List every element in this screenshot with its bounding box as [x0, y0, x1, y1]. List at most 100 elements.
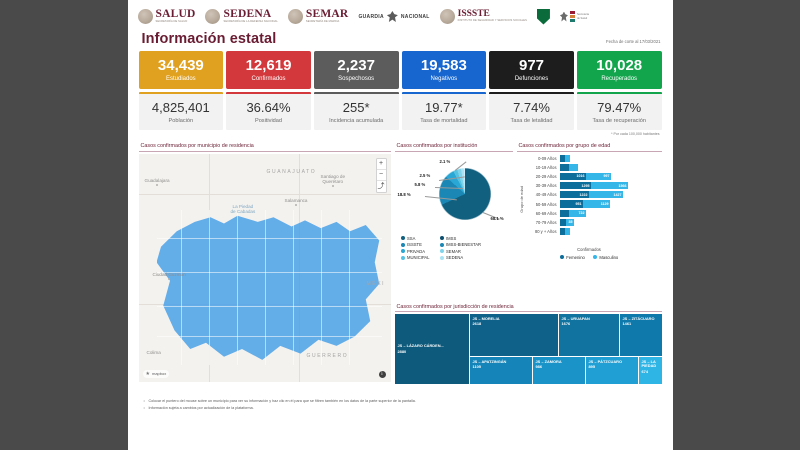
age-category-label: 60-69 Años [535, 210, 557, 216]
legend-item-femenino[interactable]: Femenino [559, 255, 585, 260]
pie-callout: 5.8 % [414, 181, 426, 187]
bar-masculino[interactable]: 35 [565, 218, 574, 226]
mapbox-attribution[interactable]: ★ mapbox [142, 369, 170, 378]
age-bar-chart[interactable]: Grupo de edad 0-09 Años 10-19 Años [517, 154, 662, 266]
kpi-recuperados[interactable]: 10,028 Recuperados [576, 51, 662, 89]
map-label-mexico: MÉXI [366, 280, 386, 287]
treemap-cell-name: JS – LÁZARO CÁRDEN... [397, 343, 444, 349]
treemap-cell-lazaro-cardenas[interactable]: JS – LÁZARO CÁRDEN... 2880 [394, 314, 469, 384]
map-label-ciudad-guzman: Ciudad Guzmán [153, 272, 186, 280]
subkpi-tasa-recuperacion: 79.47% Tasa de recuperación [576, 92, 662, 130]
bar-femenino[interactable]: 951 [559, 200, 583, 208]
age-rows: 0-09 Años 10-19 Años [524, 154, 662, 246]
map-label-guadalajara: Guadalajara [145, 178, 170, 186]
legend-label: Masculino [599, 254, 619, 260]
legend-item-semar[interactable]: SEMAR [439, 249, 482, 254]
age-row[interactable]: 0-09 Años [524, 154, 662, 163]
bar-femenino[interactable] [559, 154, 565, 162]
age-row[interactable]: 70-79 Años 35 [524, 218, 662, 227]
kpi-defunciones[interactable]: 977 Defunciones [489, 51, 574, 89]
treemap-cell-value: 1676 [561, 321, 571, 327]
bar-femenino[interactable]: 1295 [559, 182, 591, 190]
treemap-cell-morelia[interactable]: JS – MORELIA 2618 [469, 314, 558, 356]
age-row[interactable]: 10-19 Años [524, 163, 662, 172]
kpi-label: Sospechosos [338, 76, 375, 83]
national-seal-icon [287, 9, 303, 24]
footnote-item: Información sujeta a cambios por actuali… [144, 406, 659, 412]
age-legend: Femenino Masculino [517, 255, 662, 260]
treemap-cell-la-piedad[interactable]: JS – LA PIEDAD 674 [638, 357, 662, 384]
legend-swatch-icon [400, 255, 405, 260]
treemap-column: JS – LÁZARO CÁRDEN... 2880 [394, 314, 469, 384]
age-section-title: Casos confirmados por grupo de edad [516, 143, 662, 152]
age-row[interactable]: 60-69 Años 722 [524, 209, 662, 218]
municipality-map[interactable]: Guadalajara GUANAJUATO Santiago de Queré… [138, 153, 391, 382]
legend-item-issste[interactable]: ISSSTE [400, 242, 430, 248]
kpi-label: Confirmados [251, 76, 286, 83]
legend-item-imss-bienestar[interactable]: IMSS-BIENESTAR [439, 242, 481, 247]
logo-issste-label: ISSSTE [457, 8, 490, 19]
age-category-label: 10-19 Años [535, 164, 557, 170]
age-row[interactable]: 40-49 Años 1222 1427 [524, 190, 662, 199]
bar-masculino[interactable]: 1566 [590, 182, 628, 190]
bar-masculino[interactable]: 997 [585, 172, 611, 181]
bar-femenino[interactable]: 1222 [559, 191, 589, 199]
bar-femenino[interactable] [559, 228, 565, 236]
bar-femenino[interactable]: 1016 [559, 172, 586, 181]
bar-femenino[interactable] [559, 209, 569, 217]
bar-femenino[interactable] [559, 163, 569, 171]
legend-item-masculino[interactable]: Masculino [592, 254, 619, 260]
subkpi-value: 36.64% [246, 100, 291, 115]
map-info-icon[interactable]: i [378, 370, 386, 378]
legend-item-ssa[interactable]: SSA [400, 236, 430, 241]
logo-salud-estatal-label: Secretaría de Salud [576, 13, 589, 20]
legend-item-imss[interactable]: IMSS [439, 236, 482, 241]
treemap-cell-zamora[interactable]: JS – ZAMORA 986 [532, 357, 585, 384]
kpi-estudiados[interactable]: 34,439 Estudiados [138, 51, 224, 89]
per-100k-note: * Por cada 100,000 habitantes [611, 132, 660, 136]
bar-masculino[interactable] [568, 163, 578, 171]
bar-masculino[interactable]: 1129 [582, 200, 610, 208]
kpi-negativos[interactable]: 19,583 Negativos [401, 51, 487, 89]
compass-icon[interactable]: ⤴ [377, 183, 385, 190]
zoom-in-icon[interactable]: + [376, 159, 386, 170]
logo-salud: SALUD SECRETARÍA DE SALUD [137, 8, 196, 24]
legend-item-privada[interactable]: PRIVADA [400, 249, 430, 254]
subkpi-tasa-letalidad: 7.74% Tasa de letalidad [489, 92, 574, 130]
treemap-cell-uruapan[interactable]: JS – URUAPAN 1676 [558, 314, 619, 356]
title-row: Información estatal Fecha de corte al 17… [128, 30, 673, 51]
kpi-label: Estudiados [165, 76, 196, 83]
legend-item-sedena[interactable]: SEDENA [439, 255, 482, 260]
map-section-title: Casos confirmados por municipio de resid… [138, 143, 391, 152]
bar-masculino[interactable] [564, 154, 570, 162]
municipality-boundaries [156, 209, 382, 365]
bar-masculino[interactable]: 1427 [588, 191, 623, 199]
treemap-cell-patzcuaro[interactable]: JS – PÁTZCUARO 895 [585, 357, 638, 384]
subkpi-label: Incidencia acumulada [329, 118, 384, 124]
map-zoom-controls[interactable]: + − ⤴ [375, 157, 387, 193]
legend-swatch-icon [400, 236, 405, 240]
age-row[interactable]: 30-39 Años 1295 1566 [524, 181, 662, 190]
bar-femenino[interactable] [559, 218, 566, 226]
institution-pie-chart[interactable]: 2.1 % 2.5 % 5.8 % 18.8 % 68.1 % SSA ISSS… [395, 154, 513, 262]
treemap-cell-apatzingan[interactable]: JS – APATZINGÁN 1105 [469, 357, 532, 384]
bar-masculino[interactable] [564, 228, 570, 236]
age-row[interactable]: 20-29 Años 1016 997 [524, 172, 662, 181]
age-chart-body: Grupo de edad 0-09 Años 10-19 Años [517, 154, 662, 246]
zoom-out-icon[interactable]: − [376, 170, 386, 181]
kpi-sospechosos[interactable]: 2,237 Sospechosos [313, 51, 399, 89]
treemap-cell-name: JS – APATZINGÁN [472, 358, 507, 364]
kpi-confirmados[interactable]: 12,619 Confirmados [226, 51, 311, 89]
legend-item-municipal[interactable]: MUNICIPAL [400, 255, 430, 260]
legend-label: ISSSTE [407, 242, 422, 248]
bar-masculino[interactable]: 722 [568, 209, 586, 217]
footnotes: Colocar el puntero del mouse sobre un mu… [128, 394, 673, 412]
kpi-value: 19,583 [420, 56, 467, 74]
footnote-item: Colocar el puntero del mouse sobre un mu… [144, 398, 659, 404]
age-row[interactable]: 50-59 Años 951 1129 [524, 199, 662, 208]
jurisdiction-treemap[interactable]: JS – LÁZARO CÁRDEN... 2880 JS – MORELIA … [394, 314, 662, 384]
subkpi-value: 19.77* [425, 100, 463, 115]
treemap-cell-zitacuaro[interactable]: JS – ZITÁCUARO 1461 [619, 314, 662, 356]
pie-graphic[interactable] [438, 167, 491, 220]
age-row[interactable]: 80 y + Años [524, 227, 662, 236]
